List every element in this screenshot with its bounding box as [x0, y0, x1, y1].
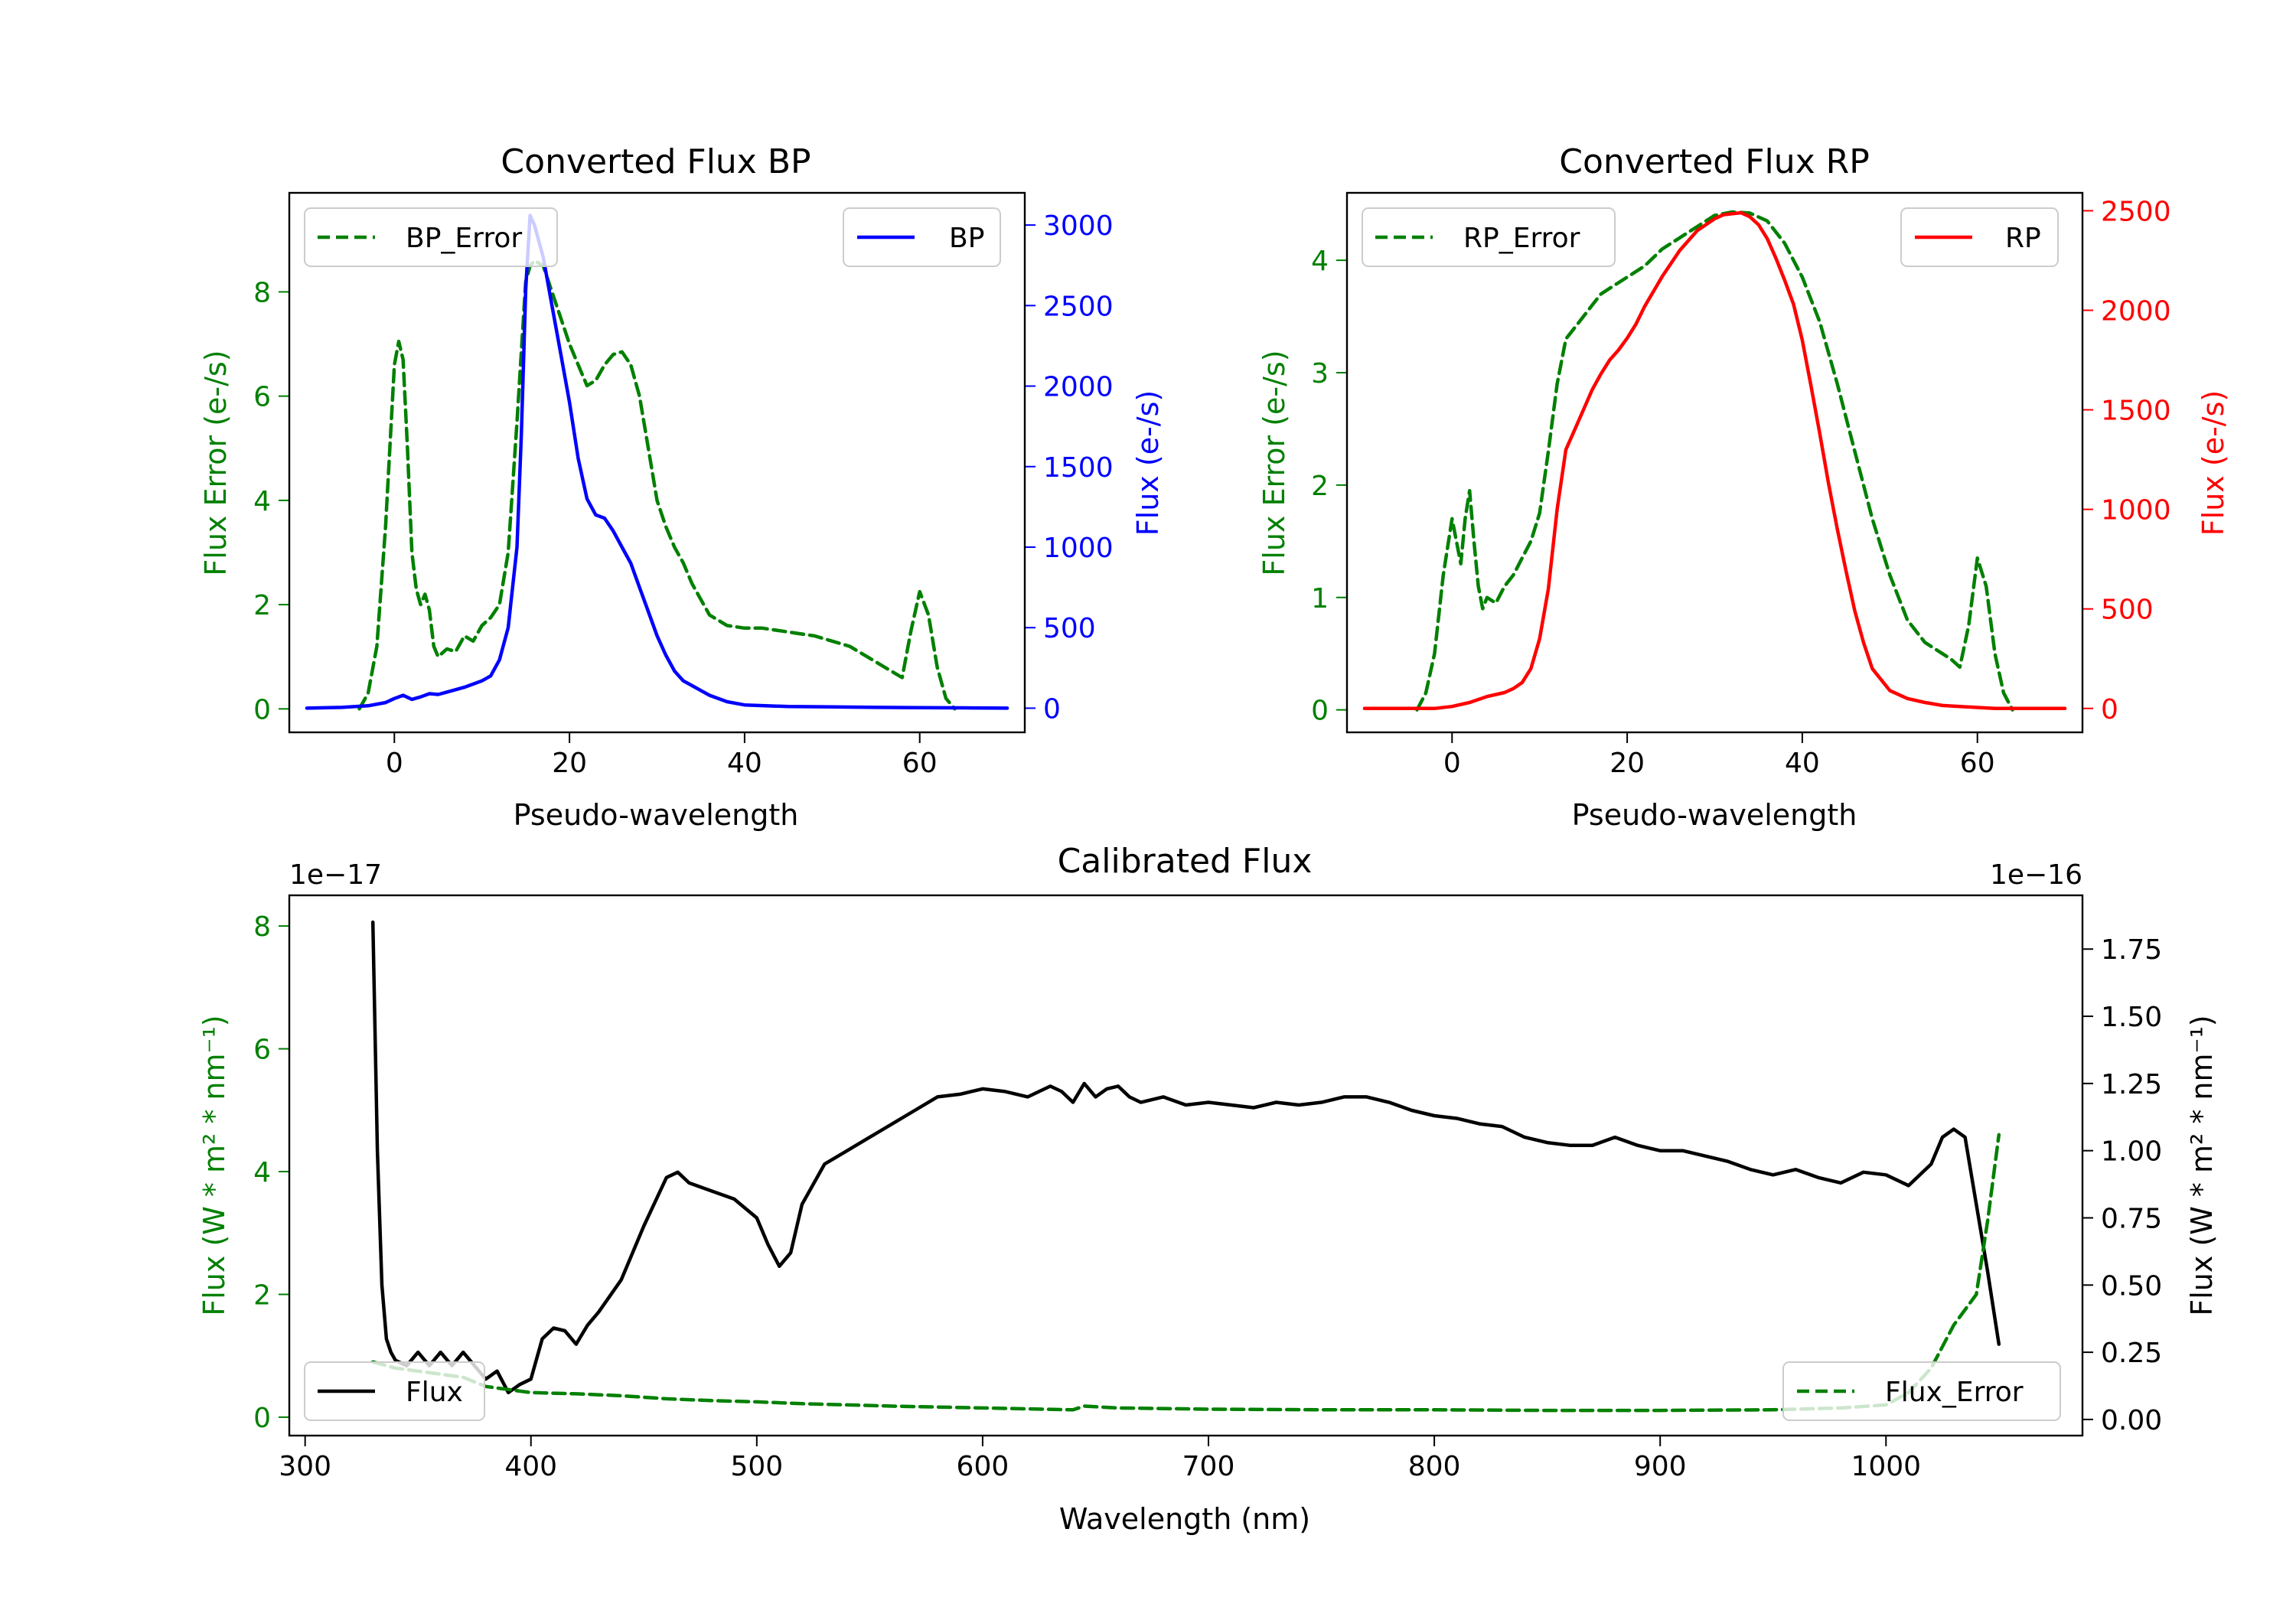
rp-ytick-right-label: 1500: [2101, 396, 2171, 427]
cal-legend-left: Flux: [304, 1361, 485, 1421]
cal-ytick-left-label: 8: [253, 911, 271, 943]
cal-ytick-right-label: 1.75: [2101, 934, 2162, 966]
rp-series-rp-line: [1362, 210, 2067, 711]
cal-ytick-left-label: 4: [253, 1157, 271, 1188]
bp-ytick-left-label: 8: [253, 277, 271, 308]
bp-ytick-right-label: 3000: [1043, 210, 1114, 242]
rp-title: Converted Flux RP: [1559, 142, 1870, 181]
cal-ytick-right-label: 1.00: [2101, 1136, 2162, 1168]
cal-ytick-left-label: 6: [253, 1035, 271, 1066]
bp-xtick-label: 0: [386, 748, 403, 779]
rp-axes-frame: [1345, 191, 2084, 734]
bp-ytick-right-label: 1000: [1043, 533, 1114, 564]
rp-ylabel-right: Flux (e-/s): [2197, 390, 2230, 536]
cal-ytick-left-label: 0: [253, 1403, 271, 1434]
bp-ytick-right-label: 2000: [1043, 372, 1114, 403]
cal-ytick-right-label: 0.25: [2101, 1338, 2162, 1369]
cal-xlabel: Wavelength (nm): [1059, 1502, 1310, 1536]
cal-offset-left: 1e−17: [289, 859, 382, 891]
bp-ytick-left-label: 6: [253, 382, 271, 413]
rp-legend-left: RP_Error: [1362, 207, 1616, 267]
rp-xlabel: Pseudo-wavelength: [1572, 798, 1857, 832]
bp-legend-left: BP_Error: [304, 207, 558, 267]
cal-xtick-label: 500: [730, 1451, 783, 1482]
rp-xtick-label: 20: [1609, 748, 1645, 779]
cal-title: Calibrated Flux: [1058, 842, 1313, 881]
bp-ytick-left-label: 2: [253, 590, 271, 621]
cal-ytick-right-label: 1.25: [2101, 1069, 2162, 1100]
rp-xtick-label: 40: [1785, 748, 1820, 779]
cal-ytick-right-label: 0.00: [2101, 1405, 2162, 1436]
cal-xtick-label: 400: [504, 1451, 557, 1482]
rp-ytick-right-label: 1000: [2101, 495, 2171, 526]
rp-ytick-left-label: 0: [1311, 696, 1329, 727]
bp-ytick-right-label: 0: [1043, 693, 1061, 725]
rp-ytick-right-label: 2500: [2101, 196, 2171, 227]
bp-series-bp-line: [305, 214, 1009, 710]
rp-ytick-left-label: 1: [1311, 583, 1329, 614]
bp-ytick-right-label: 1500: [1043, 452, 1114, 484]
cal-ylabel-right: Flux (W * m² * nm⁻¹): [2185, 1015, 2219, 1315]
cal-series-flux-line: [370, 920, 2001, 1395]
cal-xtick-label: 700: [1182, 1451, 1235, 1482]
bp-xtick-label: 20: [552, 748, 587, 779]
rp-ytick-left-label: 4: [1311, 246, 1329, 277]
bp-legend-right: BP: [843, 207, 1001, 267]
cal-legend-flux-label: Flux: [406, 1377, 463, 1408]
cal-ytick-right-label: 0.75: [2101, 1203, 2162, 1234]
rp-legend-flux-label: RP: [2005, 223, 2041, 254]
bp-ytick-right-label: 2500: [1043, 291, 1114, 322]
bp-ytick-left-label: 4: [253, 486, 271, 517]
bp-axes-frame: [288, 191, 1026, 734]
cal-xtick-label: 900: [1634, 1451, 1687, 1482]
bp-ylabel-right: Flux (e-/s): [1131, 390, 1165, 536]
cal-ylabel-left: Flux (W * m² * nm⁻¹): [197, 1015, 231, 1315]
cal-ytick-right-label: 0.50: [2101, 1270, 2162, 1302]
bp-legend-flux-label: BP: [949, 223, 984, 254]
cal-xtick-label: 1000: [1851, 1451, 1921, 1482]
panel-rp: Converted Flux RP 0 20 40 60012340500100015…: [1257, 142, 2230, 832]
cal-offset-right: 1e−16: [1990, 859, 2082, 891]
rp-legend-right: RP: [1900, 207, 2059, 267]
bp-ytick-left-label: 0: [253, 694, 271, 725]
cal-xtick-label: 600: [957, 1451, 1009, 1482]
rp-ytick-left-label: 2: [1311, 471, 1329, 502]
bp-title: Converted Flux BP: [501, 142, 810, 181]
bp-series-bp-error-line: [357, 259, 957, 711]
cal-ytick-right-label: 1.50: [2101, 1002, 2162, 1033]
cal-legend-error-label: Flux_Error: [1885, 1377, 2024, 1408]
cal-xtick-label: 300: [279, 1451, 331, 1482]
bp-legend-error-label: BP_Error: [406, 223, 522, 254]
bp-xtick-label: 40: [727, 748, 762, 779]
rp-ytick-right-label: 2000: [2101, 295, 2171, 327]
panel-bp: Converted Flux BP 0 20 40 60 0 2 4 6 8 0 500 1000 15…: [199, 142, 1165, 832]
rp-ytick-right-label: 500: [2101, 595, 2154, 626]
cal-ytick-left-label: 2: [253, 1279, 271, 1311]
rp-series-rp-error-line: [1415, 210, 2014, 712]
bp-ylabel-left: Flux Error (e-/s): [199, 350, 233, 575]
bp-ytick-right-label: 500: [1043, 613, 1096, 644]
cal-legend-right: Flux_Error: [1782, 1361, 2061, 1421]
bp-xtick-label: 60: [902, 748, 938, 779]
rp-legend-error-label: RP_Error: [1463, 223, 1580, 254]
rp-xtick-label: 0: [1443, 748, 1461, 779]
cal-xtick-label: 800: [1408, 1451, 1461, 1482]
rp-ylabel-left: Flux Error (e-/s): [1257, 350, 1291, 575]
rp-ytick-left-label: 3: [1311, 358, 1329, 390]
rp-ytick-right-label: 0: [2101, 694, 2118, 725]
panel-calibrated: Calibrated Flux 1e−17 1e−16 300 400 500 600…: [197, 842, 2219, 1536]
cal-axes-frame: [288, 894, 2084, 1437]
bp-xlabel: Pseudo-wavelength: [514, 798, 799, 832]
bp-plot-area: 0 20 40 60 0 2 4 6 8 0 500 1000 1500 2000 2500 3000: [253, 210, 1114, 779]
rp-xtick-label: 60: [1960, 748, 1995, 779]
